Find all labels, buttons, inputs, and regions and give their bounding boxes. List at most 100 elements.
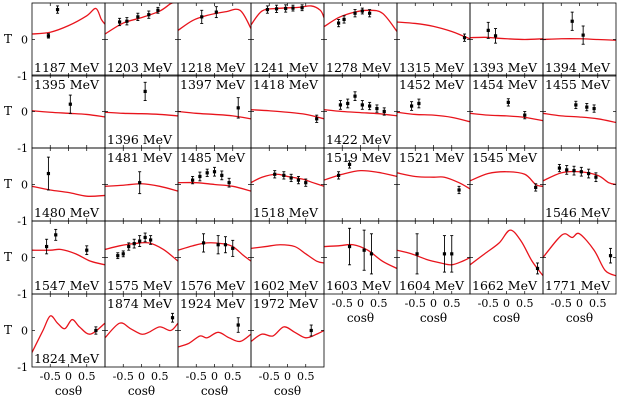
x-tick-label: 0 xyxy=(284,370,291,383)
x-tick-label: -0.5 xyxy=(113,370,134,383)
x-tick-label: 0.5 xyxy=(78,370,96,383)
panel: 1575 MeV xyxy=(104,220,179,295)
data-point xyxy=(68,102,72,106)
data-point xyxy=(347,162,352,167)
model-curve xyxy=(251,109,324,120)
panel: 1241 MeV xyxy=(250,2,325,77)
energy-label: 1452 MeV xyxy=(399,77,465,92)
model-curve xyxy=(105,111,178,117)
energy-label: 1603 MeV xyxy=(326,278,392,293)
data-point xyxy=(200,15,204,19)
data-point xyxy=(143,89,147,94)
energy-label: 1278 MeV xyxy=(326,60,392,75)
x-tick-label: -0.5 xyxy=(40,370,61,383)
data-point xyxy=(581,33,585,37)
panel: 1576 MeV xyxy=(177,220,252,295)
data-point xyxy=(557,166,562,170)
data-point xyxy=(300,6,304,10)
panel: 1203 MeV xyxy=(104,2,179,77)
energy-label: 1218 MeV xyxy=(180,60,246,75)
panel: 1662 MeV xyxy=(469,220,544,295)
data-point xyxy=(273,172,277,176)
data-point xyxy=(143,235,147,240)
data-point xyxy=(375,106,379,111)
panel: 1603 MeV xyxy=(323,220,398,295)
x-tick-label: 0 xyxy=(211,370,218,383)
model-curve xyxy=(397,21,470,40)
data-point xyxy=(342,17,346,22)
model-curve xyxy=(178,8,251,31)
model-curve xyxy=(324,169,397,181)
data-point xyxy=(338,103,343,107)
energy-label: 1394 MeV xyxy=(545,60,611,75)
data-point xyxy=(572,169,576,173)
data-point xyxy=(304,181,308,185)
x-tick-label: 0.5 xyxy=(224,370,242,383)
panels-layer: 1187 MeV 1203 MeV 1218 MeV 1241 MeV 1278 MeV… xyxy=(31,2,617,368)
data-point xyxy=(486,28,490,32)
y-tick-label: 0 xyxy=(21,106,28,119)
energy-label: 1481 MeV xyxy=(107,150,173,165)
model-curve xyxy=(178,110,251,120)
panel: 1519 MeV xyxy=(323,147,398,222)
data-point xyxy=(368,104,372,108)
energy-label: 1518 MeV xyxy=(253,205,319,220)
data-point xyxy=(118,20,122,24)
y-axis-label: T xyxy=(4,323,12,337)
data-point xyxy=(227,181,231,185)
panel: 1396 MeV xyxy=(104,74,179,149)
model-curve xyxy=(470,171,543,187)
panel: 1480 MeV xyxy=(31,147,106,222)
data-point xyxy=(353,11,357,15)
panel: 1485 MeV xyxy=(177,147,252,222)
y-axis-label: T xyxy=(4,32,12,46)
data-point xyxy=(535,266,540,271)
panel: 1545 MeV xyxy=(469,147,544,222)
data-point xyxy=(594,175,598,179)
panel: 1824 MeV xyxy=(31,293,106,368)
x-axis-label: cosθ xyxy=(55,384,82,398)
data-point xyxy=(315,117,319,121)
y-tick-label: 0 xyxy=(21,179,28,192)
x-tick-label: 0 xyxy=(430,297,437,310)
model-curve xyxy=(397,249,470,266)
energy-label: 1576 MeV xyxy=(180,278,246,293)
energy-label: 1771 MeV xyxy=(545,278,611,293)
model-curve xyxy=(32,7,105,35)
data-point xyxy=(462,36,467,40)
data-point xyxy=(534,185,538,190)
panel: 1315 MeV xyxy=(396,2,471,77)
model-curve xyxy=(251,173,324,187)
y-tick-label: -1 xyxy=(17,142,28,155)
y-tick-label: -1 xyxy=(17,215,28,228)
data-point xyxy=(198,174,202,179)
data-point xyxy=(205,171,209,175)
data-point xyxy=(170,316,175,320)
energy-label: 1418 MeV xyxy=(253,77,319,92)
y-axis-label: T xyxy=(4,250,12,264)
data-point xyxy=(46,34,51,38)
x-tick-label: -0.5 xyxy=(186,370,207,383)
model-curve xyxy=(32,248,105,266)
model-curve xyxy=(178,331,251,348)
energy-label: 1396 MeV xyxy=(107,132,173,147)
data-point xyxy=(85,248,89,252)
model-curve xyxy=(397,111,470,123)
data-point xyxy=(55,7,60,12)
data-point xyxy=(493,34,498,38)
x-tick-label: 0 xyxy=(576,297,583,310)
data-point xyxy=(127,244,131,249)
model-curve xyxy=(251,326,324,342)
model-curve xyxy=(397,172,470,190)
panel: 1547 MeV xyxy=(31,220,106,295)
data-point xyxy=(346,101,350,106)
x-axis-label: cosθ xyxy=(420,311,447,325)
model-curve xyxy=(251,244,324,264)
data-point xyxy=(156,8,160,12)
data-point xyxy=(94,328,98,333)
energy-label: 1972 MeV xyxy=(253,296,319,311)
y-tick-label: -1 xyxy=(17,288,28,301)
data-point xyxy=(608,254,613,258)
energy-label: 1455 MeV xyxy=(545,77,611,92)
